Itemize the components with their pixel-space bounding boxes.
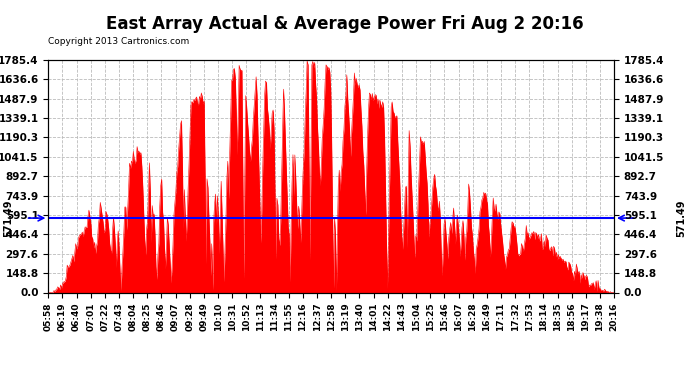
Text: Copyright 2013 Cartronics.com: Copyright 2013 Cartronics.com — [48, 38, 190, 46]
Text: 571.49: 571.49 — [677, 200, 687, 237]
Text: 571.49: 571.49 — [3, 200, 13, 237]
Text: East Array Actual & Average Power Fri Aug 2 20:16: East Array Actual & Average Power Fri Au… — [106, 15, 584, 33]
